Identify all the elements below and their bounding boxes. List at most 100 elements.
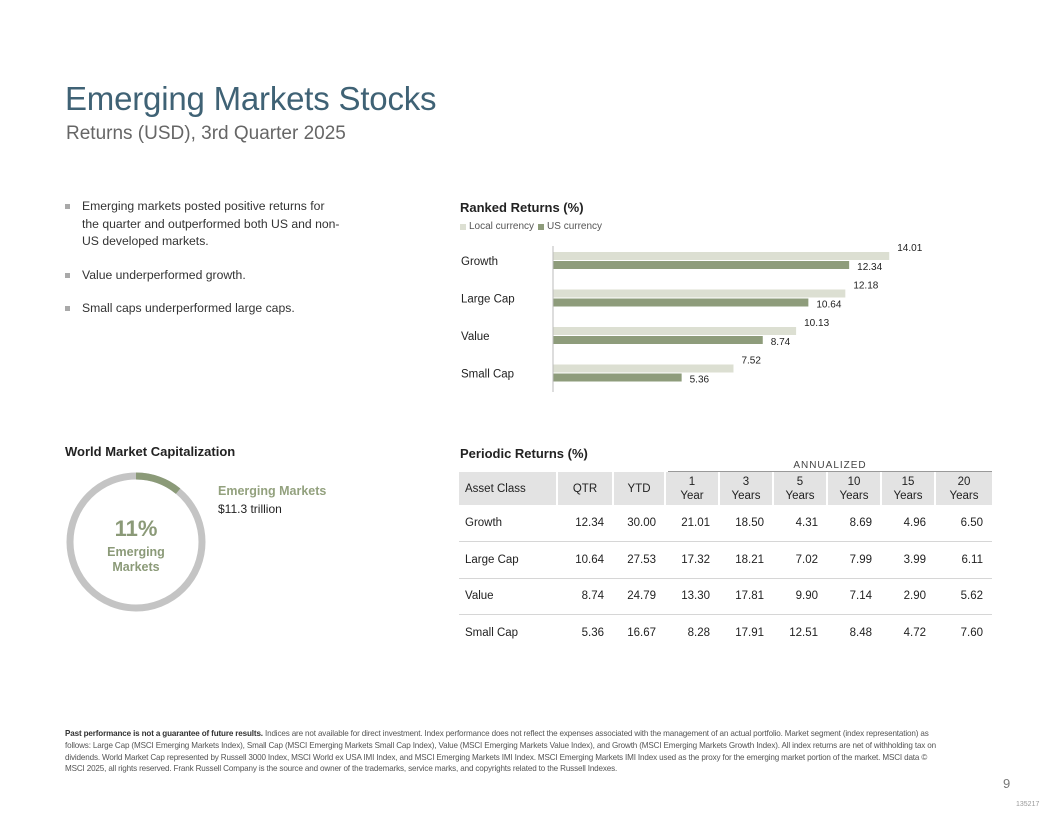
table-header-row: Asset Class QTR YTD 1 Year 3 Years 5 Years 10 Year… bbox=[459, 472, 992, 505]
table-cell: 30.00 bbox=[613, 505, 665, 542]
donut-label-line1: Emerging bbox=[107, 545, 165, 559]
bullet-item: Value underperformed growth. bbox=[64, 267, 344, 285]
table-cell: 8.74 bbox=[557, 578, 613, 615]
table-header-cell: QTR bbox=[556, 472, 613, 505]
bar-local-currency bbox=[553, 252, 890, 260]
legend-swatch-local bbox=[460, 223, 466, 230]
legend-label-local: Local currency bbox=[469, 221, 535, 232]
segment-value: $11.3 trillion bbox=[218, 502, 282, 516]
periodic-returns-table: Asset Class QTR YTD 1 Year 3 Years 5 Years 10 Year… bbox=[459, 472, 992, 651]
bullet-item: Small caps underperformed large caps. bbox=[64, 300, 344, 318]
table-cell: 6.50 bbox=[935, 505, 992, 542]
row-label: Large Cap bbox=[459, 541, 557, 579]
header-line1: 15 bbox=[901, 475, 915, 488]
table-header-cell: 5 Years bbox=[772, 472, 827, 505]
data-label: 12.18 bbox=[853, 281, 878, 292]
category-label: Large Cap bbox=[461, 294, 515, 306]
bar-local-currency bbox=[553, 327, 797, 335]
table-cell: 13.30 bbox=[665, 578, 719, 615]
table-header-cell: YTD bbox=[612, 472, 665, 505]
page-subtitle: Returns (USD), 3rd Quarter 2025 bbox=[66, 123, 346, 144]
table-cell: 7.99 bbox=[827, 541, 881, 579]
header-line1: 1 bbox=[688, 475, 696, 488]
donut-percent: 11% bbox=[114, 516, 158, 541]
table-cell: 4.96 bbox=[881, 505, 935, 542]
header-line1: YTD bbox=[627, 482, 651, 495]
table-cell: 12.51 bbox=[789, 627, 818, 639]
page-number: 9 bbox=[1003, 776, 1011, 791]
table-header-cell: 10 Years bbox=[826, 472, 881, 505]
table-cell: 16.67 bbox=[627, 627, 656, 639]
table-cell: 8.69 bbox=[827, 505, 881, 542]
table-cell: 7.60 bbox=[960, 627, 983, 639]
table-cell: 4.72 bbox=[903, 627, 926, 639]
data-label: 12.34 bbox=[857, 262, 882, 273]
data-label: 10.13 bbox=[804, 318, 829, 329]
header-line2: Years bbox=[785, 489, 815, 502]
table-cell: 3.99 bbox=[881, 541, 935, 579]
legend-item-us: US currency bbox=[538, 221, 602, 232]
bullet-text: Small caps underperformed large caps. bbox=[82, 301, 295, 315]
bullet-square-icon bbox=[65, 306, 70, 311]
bar-local-currency bbox=[553, 289, 846, 298]
table-cell: 10.64 bbox=[557, 541, 613, 579]
bar-us-currency bbox=[553, 336, 763, 344]
ranked-returns-title: Ranked Returns (%) bbox=[460, 200, 584, 215]
table-header-cell: 1 Year bbox=[664, 472, 719, 505]
page-title: Emerging Markets Stocks bbox=[65, 80, 437, 117]
table-cell: 18.21 bbox=[719, 541, 773, 579]
table-header-cell: 3 Years bbox=[718, 472, 773, 505]
table-header-cell: 15 Years bbox=[880, 472, 935, 505]
table-cell: 17.91 bbox=[735, 627, 764, 639]
header-line1: 20 bbox=[957, 475, 971, 488]
disclaimer-text: Indices are not available for direct inv… bbox=[65, 729, 937, 774]
table-cell: 4.31 bbox=[773, 505, 827, 542]
data-label: 5.36 bbox=[690, 375, 710, 386]
header-line2: Years bbox=[949, 489, 979, 502]
category-label: Growth bbox=[461, 256, 498, 268]
disclaimer: Past performance is not a guarantee of f… bbox=[65, 728, 945, 775]
data-label: 14.01 bbox=[897, 243, 922, 254]
document-code: 135217 bbox=[1016, 801, 1040, 808]
row-label: Value bbox=[459, 578, 557, 615]
table-row: Value 8.74 24.79 13.30 17.81 9.90 7.14 2.90 5.62 bbox=[459, 578, 992, 615]
table-cell: 24.79 bbox=[613, 578, 665, 615]
table-cell: 18.50 bbox=[719, 505, 773, 542]
bar-us-currency bbox=[553, 373, 682, 382]
header-line2: Years bbox=[893, 489, 923, 502]
table-header-cell: Asset Class bbox=[459, 472, 557, 505]
data-label: 10.64 bbox=[816, 300, 841, 311]
table-cell: 7.02 bbox=[773, 541, 827, 579]
bullet-square-icon bbox=[65, 204, 70, 209]
table-row: Growth 12.34 30.00 21.01 18.50 4.31 8.69 4.96 6.… bbox=[459, 505, 992, 542]
row-label: Growth bbox=[459, 505, 557, 542]
market-cap-title: World Market Capitalization bbox=[65, 444, 236, 459]
summary-bullets: Emerging markets posted positive returns… bbox=[64, 198, 344, 334]
row-label: Small Cap bbox=[465, 627, 519, 639]
category-label: Small Cap bbox=[461, 369, 514, 381]
bullet-square-icon bbox=[65, 272, 70, 278]
bullet-text: Emerging markets posted positive returns… bbox=[82, 199, 340, 248]
header-line2: Years bbox=[839, 489, 869, 502]
header-line1: 3 bbox=[742, 475, 750, 488]
table-cell: 8.48 bbox=[849, 627, 872, 639]
table-cell: 9.90 bbox=[773, 578, 827, 615]
annualized-label: ANNUALIZED bbox=[793, 460, 867, 471]
header-line1: 5 bbox=[796, 475, 804, 488]
market-cap-donut bbox=[66, 472, 206, 612]
table-cell: 6.11 bbox=[935, 541, 992, 579]
ranked-returns-chart: Growth 14.01 12.34 Large Cap 12.18 10.64 Value… bbox=[461, 243, 923, 392]
header-line2: Years bbox=[731, 489, 761, 502]
table-cell: 8.28 bbox=[687, 627, 710, 639]
table-row: Large Cap 10.64 27.53 17.32 18.21 7.02 7.99 3.9… bbox=[459, 541, 992, 579]
annualized-divider bbox=[668, 471, 992, 472]
legend-item-local: Local currency bbox=[460, 221, 534, 232]
table-cell: 2.90 bbox=[881, 578, 935, 615]
table-cell: 12.34 bbox=[557, 505, 613, 542]
header-line1: QTR bbox=[572, 482, 598, 495]
donut-rest-arc bbox=[66, 472, 206, 612]
category-label: Value bbox=[461, 331, 490, 343]
table-cell: 21.01 bbox=[665, 505, 719, 542]
bullet-text: Value underperformed growth. bbox=[82, 267, 246, 282]
segment-name: Emerging Markets bbox=[218, 484, 327, 498]
